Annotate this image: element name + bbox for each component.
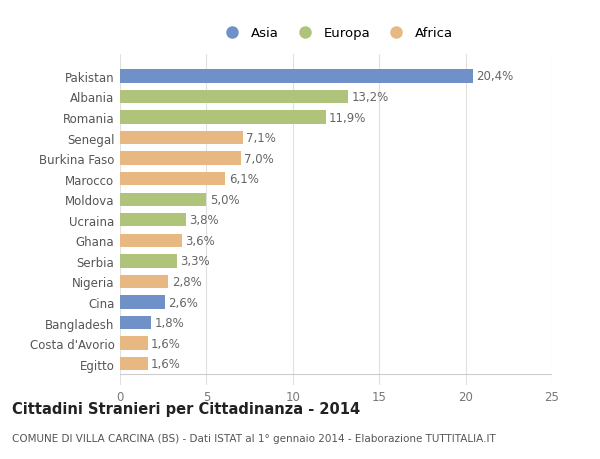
Text: Cittadini Stranieri per Cittadinanza - 2014: Cittadini Stranieri per Cittadinanza - 2… bbox=[12, 401, 360, 416]
Bar bbox=[120, 193, 206, 207]
Text: 2,8%: 2,8% bbox=[172, 275, 202, 288]
Bar bbox=[120, 357, 148, 370]
Bar bbox=[120, 234, 182, 247]
Text: 7,0%: 7,0% bbox=[244, 152, 274, 165]
Text: COMUNE DI VILLA CARCINA (BS) - Dati ISTAT al 1° gennaio 2014 - Elaborazione TUTT: COMUNE DI VILLA CARCINA (BS) - Dati ISTA… bbox=[12, 433, 496, 442]
Text: 20,4%: 20,4% bbox=[476, 70, 513, 83]
Text: 3,3%: 3,3% bbox=[181, 255, 210, 268]
Bar bbox=[120, 296, 165, 309]
Bar bbox=[120, 152, 241, 165]
Text: 2,6%: 2,6% bbox=[169, 296, 198, 309]
Bar bbox=[120, 337, 148, 350]
Text: 6,1%: 6,1% bbox=[229, 173, 259, 186]
Text: 1,6%: 1,6% bbox=[151, 337, 181, 350]
Text: 7,1%: 7,1% bbox=[246, 132, 276, 145]
Text: 11,9%: 11,9% bbox=[329, 111, 367, 124]
Bar bbox=[120, 132, 242, 145]
Text: 1,6%: 1,6% bbox=[151, 358, 181, 370]
Text: 3,6%: 3,6% bbox=[185, 235, 215, 247]
Bar bbox=[120, 173, 226, 186]
Bar bbox=[120, 70, 473, 84]
Bar bbox=[120, 111, 326, 124]
Bar bbox=[120, 90, 348, 104]
Bar bbox=[120, 275, 169, 289]
Text: 13,2%: 13,2% bbox=[352, 91, 389, 104]
Legend: Asia, Europa, Africa: Asia, Europa, Africa bbox=[214, 22, 458, 45]
Bar bbox=[120, 255, 177, 268]
Text: 1,8%: 1,8% bbox=[155, 316, 184, 330]
Bar bbox=[120, 316, 151, 330]
Text: 3,8%: 3,8% bbox=[189, 214, 219, 227]
Bar bbox=[120, 213, 185, 227]
Text: 5,0%: 5,0% bbox=[210, 193, 239, 206]
